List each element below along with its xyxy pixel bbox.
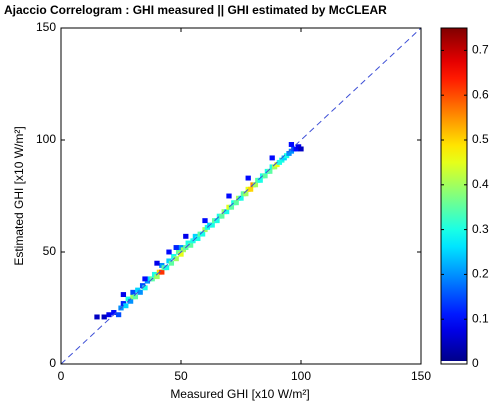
heat-cell (101, 314, 107, 320)
heat-cell (142, 276, 148, 282)
colorbar-tick-label: 0.7 (472, 43, 489, 57)
heat-cell (173, 256, 179, 262)
heat-cell (123, 303, 129, 309)
colorbar-frame (440, 27, 468, 365)
colorbar-tick-label: 0.4 (472, 177, 489, 191)
heat-cell (209, 222, 215, 228)
heat-cell (187, 242, 194, 248)
heat-cell (173, 245, 179, 250)
heat-cell (115, 312, 122, 318)
colorbar-tick-label: 0.2 (472, 267, 489, 281)
heat-cell (288, 142, 295, 147)
x-axis-label: Measured GHI [x10 W/m²] (170, 387, 309, 401)
heat-cell (137, 289, 143, 295)
heat-cell (106, 312, 112, 318)
heat-cell (163, 265, 170, 271)
colorbar-zero (441, 361, 467, 364)
x-tick-label: 150 (411, 369, 431, 383)
colorbar-tick-label: 0.3 (472, 222, 489, 236)
heat-cell (238, 195, 244, 201)
heat-cell (168, 260, 175, 266)
heat-cell (223, 209, 230, 215)
heat-cell (195, 236, 201, 242)
heat-cell (298, 146, 304, 152)
y-tick-label: 0 (49, 356, 56, 370)
colorbar (441, 28, 467, 364)
y-tick-label: 100 (36, 132, 56, 146)
heat-cell (142, 285, 148, 291)
heat-cell (252, 182, 259, 188)
chart-title: Ajaccio Correlogram : GHI measured || GH… (4, 3, 387, 17)
heat-cell (226, 193, 232, 199)
heat-cell (262, 173, 268, 179)
heat-cell (132, 294, 139, 300)
heat-cell (267, 168, 273, 174)
heat-cell (214, 218, 220, 224)
colorbar-tick-label: 0.5 (472, 132, 489, 146)
heat-cell (199, 231, 206, 237)
heat-cell (243, 191, 249, 197)
heat-cell (245, 175, 251, 181)
heat-cell (159, 269, 165, 275)
heat-cell (166, 249, 172, 255)
heat-cell (154, 260, 160, 266)
x-tick-label: 100 (291, 369, 311, 383)
y-axis-label: Estimated GHI [x10 W/m²] (12, 126, 26, 265)
heat-cell (178, 251, 184, 257)
heat-cell (183, 233, 189, 239)
x-tick-label: 50 (174, 369, 188, 383)
heat-cell (94, 314, 100, 320)
colorbar-tick-label: 0.1 (472, 311, 489, 325)
heat-cell (219, 213, 225, 219)
heat-cell (202, 218, 208, 224)
heat-cell (154, 274, 160, 280)
heat-cell (111, 310, 117, 315)
colorbar-tick-label: 0.6 (472, 87, 489, 101)
heat-cell (228, 204, 235, 210)
x-tick-label: 0 (58, 369, 65, 383)
heat-cell (233, 200, 239, 206)
heat-cell (247, 186, 254, 192)
reference-line (60, 27, 422, 365)
y-tick-label: 150 (36, 20, 56, 34)
plot-frame (60, 27, 422, 365)
colorbar-tick-label: 0 (472, 356, 479, 370)
heat-cell (257, 177, 263, 183)
heat-cell (120, 292, 127, 298)
heat-cell (269, 155, 275, 161)
y-tick-label: 50 (43, 244, 57, 258)
heat-cell (130, 289, 136, 295)
heat-cell (127, 298, 134, 304)
